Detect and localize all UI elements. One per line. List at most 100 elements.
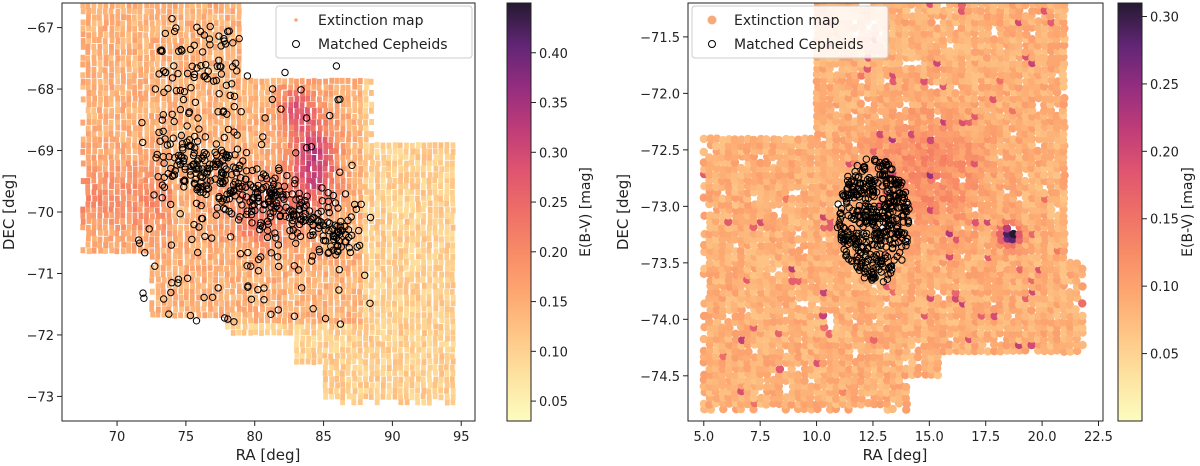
extinction-cell (276, 113, 282, 120)
extinction-cell (736, 246, 746, 255)
extinction-cell (820, 223, 829, 232)
extinction-cell (363, 311, 369, 318)
extinction-cell (178, 20, 184, 27)
extinction-cell (346, 107, 352, 114)
extinction-cell (149, 113, 154, 119)
extinction-cell (242, 235, 248, 242)
extinction-cell (352, 125, 357, 132)
extinction-cell (311, 172, 317, 179)
extinction-cell (358, 306, 364, 313)
extinction-cell (421, 353, 427, 360)
extinction-cell (317, 153, 323, 160)
extinction-cell (444, 387, 449, 394)
extinction-cell (91, 72, 97, 79)
extinction-cell (450, 253, 456, 260)
extinction-cell (311, 271, 316, 277)
extinction-cell (340, 89, 345, 96)
extinction-cell (386, 335, 392, 341)
extinction-cell (271, 282, 277, 289)
extinction-cell (213, 26, 219, 33)
cepheid-point (272, 199, 281, 207)
cepheid-point (186, 45, 195, 54)
extinction-cell (363, 166, 368, 173)
extinction-cell (756, 170, 765, 180)
extinction-cell (415, 183, 420, 189)
extinction-cell (125, 229, 131, 236)
extinction-cell (294, 241, 299, 248)
extinction-cell (138, 71, 144, 78)
extinction-cell (398, 364, 403, 371)
left-legend-cepheid-label: Matched Cepheids (318, 37, 448, 53)
extinction-cell (202, 113, 207, 120)
extinction-cell (439, 300, 445, 307)
cepheid-point (220, 35, 228, 43)
extinction-cell (794, 270, 803, 279)
extinction-cell (352, 312, 357, 319)
extinction-cell (335, 177, 340, 184)
extinction-cell (724, 200, 733, 209)
extinction-cell (768, 365, 778, 374)
extinction-cell (126, 90, 132, 97)
extinction-cell (247, 300, 253, 307)
extinction-cell (86, 90, 92, 96)
extinction-cell (386, 294, 392, 301)
extinction-cell (265, 230, 271, 237)
extinction-cell (184, 224, 189, 231)
cepheid-point (162, 68, 170, 77)
extinction-cell (306, 189, 312, 196)
extinction-cell (260, 142, 265, 149)
cepheid-point (322, 237, 330, 245)
extinction-cell (219, 3, 224, 9)
extinction-cell (357, 130, 363, 137)
cepheid-point (279, 191, 287, 199)
extinction-cell (800, 134, 810, 143)
extinction-cell (341, 195, 346, 202)
extinction-cell (212, 43, 218, 50)
cepheid-point (243, 262, 251, 270)
cepheid-point (160, 159, 168, 167)
extinction-cell (415, 306, 421, 312)
extinction-cell (404, 399, 410, 406)
extinction-cell (179, 300, 184, 307)
extinction-cell (276, 253, 282, 260)
extinction-cell (207, 283, 213, 290)
extinction-cell (410, 183, 415, 190)
extinction-cell (213, 288, 218, 295)
extinction-cell (398, 224, 404, 231)
extinction-cell (247, 118, 253, 125)
extinction-cell (259, 125, 265, 132)
extinction-cell (265, 306, 271, 313)
extinction-cell (288, 282, 294, 289)
cepheid-point (267, 249, 275, 257)
extinction-cell (131, 119, 137, 126)
cepheid-point (309, 305, 317, 313)
extinction-cell (218, 137, 224, 144)
extinction-cell (149, 142, 155, 149)
extinction-cell (166, 0, 171, 2)
extinction-cell (380, 295, 386, 301)
extinction-cell (398, 270, 403, 277)
extinction-cell (271, 311, 276, 318)
extinction-cell (265, 119, 271, 126)
extinction-cell (358, 194, 364, 201)
cepheid-point (170, 27, 179, 36)
extinction-cell (121, 124, 127, 131)
extinction-cell (426, 235, 432, 242)
extinction-cell (271, 277, 277, 284)
extinction-cell (189, 294, 195, 301)
extinction-cell (173, 78, 178, 85)
extinction-cell (450, 177, 455, 184)
extinction-cell (426, 247, 432, 254)
extinction-cell (277, 311, 283, 318)
extinction-cell (202, 206, 208, 213)
extinction-cell (358, 381, 363, 388)
extinction-cell (397, 241, 403, 248)
extinction-cell (410, 370, 416, 377)
extinction-cell (120, 31, 125, 38)
extinction-cell (201, 142, 206, 148)
cepheid-point (306, 218, 314, 226)
extinction-cell (121, 78, 126, 85)
extinction-cell (282, 224, 288, 231)
extinction-cell (438, 229, 444, 236)
extinction-cell (775, 388, 784, 397)
